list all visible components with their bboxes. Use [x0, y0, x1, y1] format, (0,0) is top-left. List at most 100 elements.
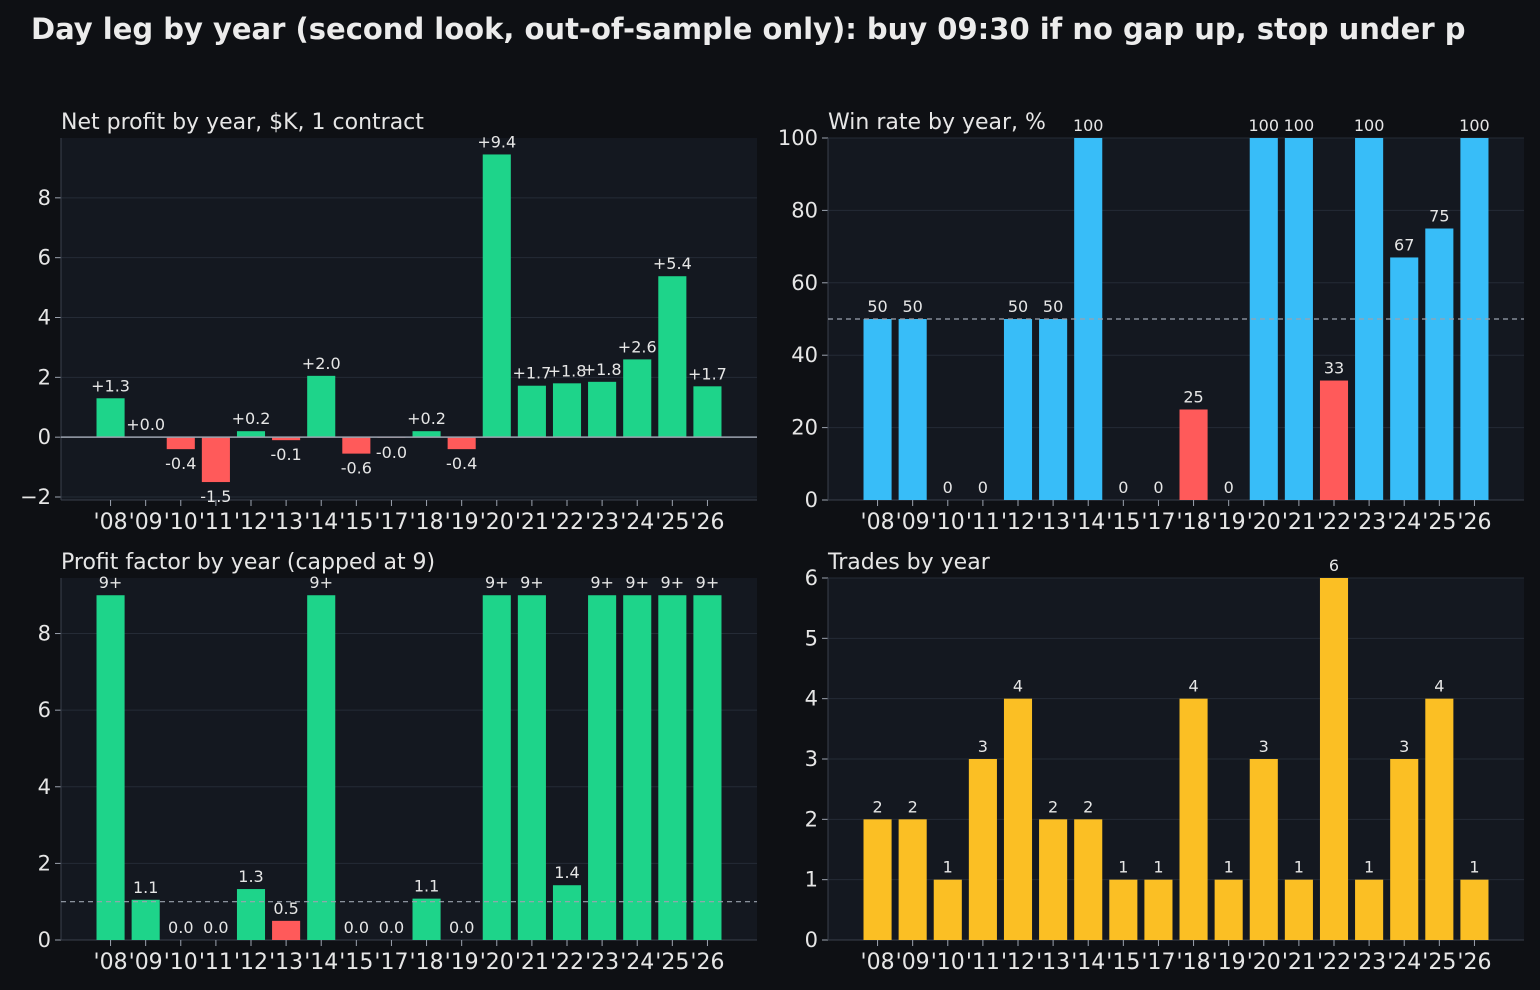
y-tick-label: 6 — [805, 566, 818, 590]
data-label: 0 — [1224, 478, 1234, 497]
bar — [96, 595, 125, 940]
data-label: +2.0 — [302, 354, 341, 373]
y-tick-label: 60 — [791, 271, 818, 295]
data-label: 9+ — [625, 573, 649, 592]
data-label: +0.2 — [407, 409, 446, 428]
x-tick-label: '14 — [1071, 510, 1105, 535]
data-label: 1.4 — [554, 863, 579, 882]
y-tick-label: 40 — [791, 343, 818, 367]
bar — [1074, 819, 1103, 940]
data-label: 50 — [1043, 297, 1063, 316]
x-tick-label: '15 — [339, 950, 373, 975]
data-label: 0 — [1153, 478, 1163, 497]
y-tick-label: 2 — [805, 807, 818, 831]
x-tick-label: '15 — [1106, 950, 1140, 975]
x-tick-label: '25 — [655, 510, 689, 535]
bar — [898, 819, 927, 940]
y-tick-label: 0 — [38, 425, 51, 449]
data-label: 100 — [1459, 116, 1490, 135]
data-label: +2.6 — [618, 337, 657, 356]
x-tick-label: '14 — [304, 950, 338, 975]
x-tick-label: '11 — [199, 510, 233, 535]
data-label: 2 — [872, 797, 882, 816]
data-label: 100 — [1249, 116, 1280, 135]
data-label: 2 — [908, 797, 918, 816]
data-label: 9+ — [590, 573, 614, 592]
x-tick-label: '10 — [164, 950, 198, 975]
y-tick-label: 4 — [805, 687, 818, 711]
x-tick-label: '18 — [1177, 510, 1211, 535]
bar — [1249, 759, 1278, 940]
data-label: 9+ — [309, 573, 333, 592]
bar — [588, 381, 617, 438]
bar — [658, 276, 687, 438]
y-tick-label: 3 — [805, 747, 818, 771]
x-tick-label: '11 — [966, 950, 1000, 975]
bar — [96, 398, 125, 438]
y-tick-label: 0 — [805, 928, 818, 952]
bar — [898, 319, 927, 500]
data-label: 1 — [943, 858, 953, 877]
x-tick-label: '19 — [445, 950, 479, 975]
bar — [1039, 319, 1068, 500]
x-tick-label: '17 — [1141, 950, 1175, 975]
bar — [1284, 879, 1313, 940]
x-tick-label: '26 — [690, 510, 724, 535]
x-tick-label: '23 — [585, 950, 619, 975]
bar — [1003, 319, 1033, 500]
data-label: 0.0 — [203, 918, 228, 937]
x-tick-label: '09 — [896, 510, 930, 535]
x-tick-label: '12 — [1001, 950, 1035, 975]
data-label: 2 — [1083, 797, 1093, 816]
bar — [1214, 879, 1243, 940]
x-tick-label: '19 — [445, 510, 479, 535]
data-label: -0.4 — [446, 454, 477, 473]
panel-net-profit: −2 0 2 4 6 8 Net profit by year, $K, 1 contrac… — [20, 110, 757, 535]
bar — [1355, 879, 1384, 940]
bar — [623, 359, 652, 438]
data-label: 4 — [1013, 677, 1023, 696]
data-label: -0.4 — [165, 454, 196, 473]
y-tick-label: 1 — [805, 868, 818, 892]
data-label: -0.1 — [271, 445, 302, 464]
x-tick-label: '17 — [1141, 510, 1175, 535]
y-tick-label: 5 — [805, 626, 818, 650]
data-label: 50 — [1008, 297, 1028, 316]
data-label: +9.4 — [477, 132, 516, 151]
bar — [166, 437, 195, 450]
y-tick-label: 6 — [38, 246, 51, 270]
x-tick-label: '23 — [1352, 950, 1386, 975]
x-tick-label: '12 — [234, 510, 268, 535]
data-label: +0.2 — [232, 409, 271, 428]
bar — [307, 595, 336, 940]
data-label: 1 — [1118, 858, 1128, 877]
x-tick-label: '09 — [129, 950, 163, 975]
data-label: +5.4 — [653, 254, 692, 273]
bar — [412, 898, 441, 940]
x-tick-label: '20 — [480, 950, 514, 975]
x-tick-label: '21 — [1282, 950, 1316, 975]
data-label: 100 — [1284, 116, 1315, 135]
x-tick-label: '21 — [1282, 510, 1316, 535]
x-tick-label: '25 — [655, 950, 689, 975]
bar — [1390, 257, 1419, 500]
data-label: 0 — [978, 478, 988, 497]
data-label: 3 — [1399, 737, 1409, 756]
data-label: 9+ — [520, 573, 544, 592]
x-tick-label: '24 — [620, 950, 654, 975]
panel-title: Net profit by year, $K, 1 contract — [61, 110, 424, 135]
data-label: 1.1 — [133, 878, 158, 897]
data-label: 6 — [1329, 556, 1339, 575]
data-label: 0.0 — [449, 918, 474, 937]
y-tick-label: 80 — [791, 198, 818, 222]
data-label: 0 — [1118, 478, 1128, 497]
y-tick-label: 4 — [38, 775, 51, 799]
bar — [1109, 879, 1138, 940]
data-label: 100 — [1354, 116, 1385, 135]
data-label: 25 — [1183, 388, 1203, 407]
bar — [693, 595, 722, 940]
x-tick-label: '26 — [1457, 510, 1491, 535]
x-tick-label: '15 — [339, 510, 373, 535]
x-tick-label: '10 — [931, 950, 965, 975]
bar — [1425, 228, 1454, 500]
